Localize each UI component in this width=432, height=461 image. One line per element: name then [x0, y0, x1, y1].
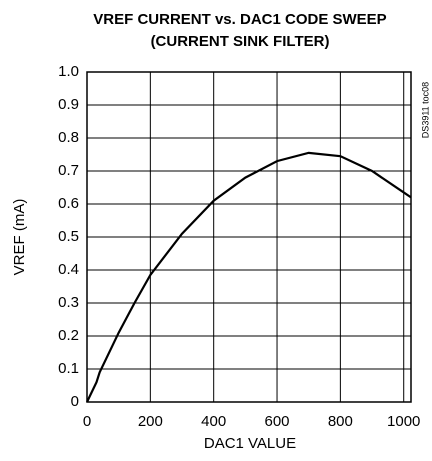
annotation: DS3911 toc08 — [420, 82, 430, 138]
plot-frame — [86, 71, 412, 403]
y-axis-label: VREF (mA) — [11, 199, 28, 276]
x-tick-label: 400 — [201, 413, 226, 430]
y-tick-label: 0.8 — [58, 129, 79, 146]
y-tick-label: 0.7 — [58, 162, 79, 179]
chart-subtitle: (CURRENT SINK FILTER) — [151, 33, 330, 50]
data-line — [86, 151, 412, 403]
y-tick-label: 0.2 — [58, 327, 79, 344]
x-tick-label: 1000 — [387, 413, 420, 430]
y-tick-label: 0 — [71, 393, 79, 410]
y-tick-label: 0.9 — [58, 96, 79, 113]
chart-title: VREF CURRENT vs. DAC1 CODE SWEEP — [93, 11, 386, 28]
x-axis-label: DAC1 VALUE — [204, 435, 296, 452]
y-tick-label: 0.4 — [58, 261, 79, 278]
y-tick-label: 0.3 — [58, 294, 79, 311]
x-tick-label: 600 — [265, 413, 290, 430]
y-tick-label: 0.5 — [58, 228, 79, 245]
y-tick-label: 0.1 — [58, 360, 79, 377]
y-tick-label: 1.0 — [58, 63, 79, 80]
x-tick-label: 200 — [138, 413, 163, 430]
x-tick-label: 0 — [83, 413, 91, 430]
x-tick-label: 800 — [328, 413, 353, 430]
y-tick-label: 0.6 — [58, 195, 79, 212]
